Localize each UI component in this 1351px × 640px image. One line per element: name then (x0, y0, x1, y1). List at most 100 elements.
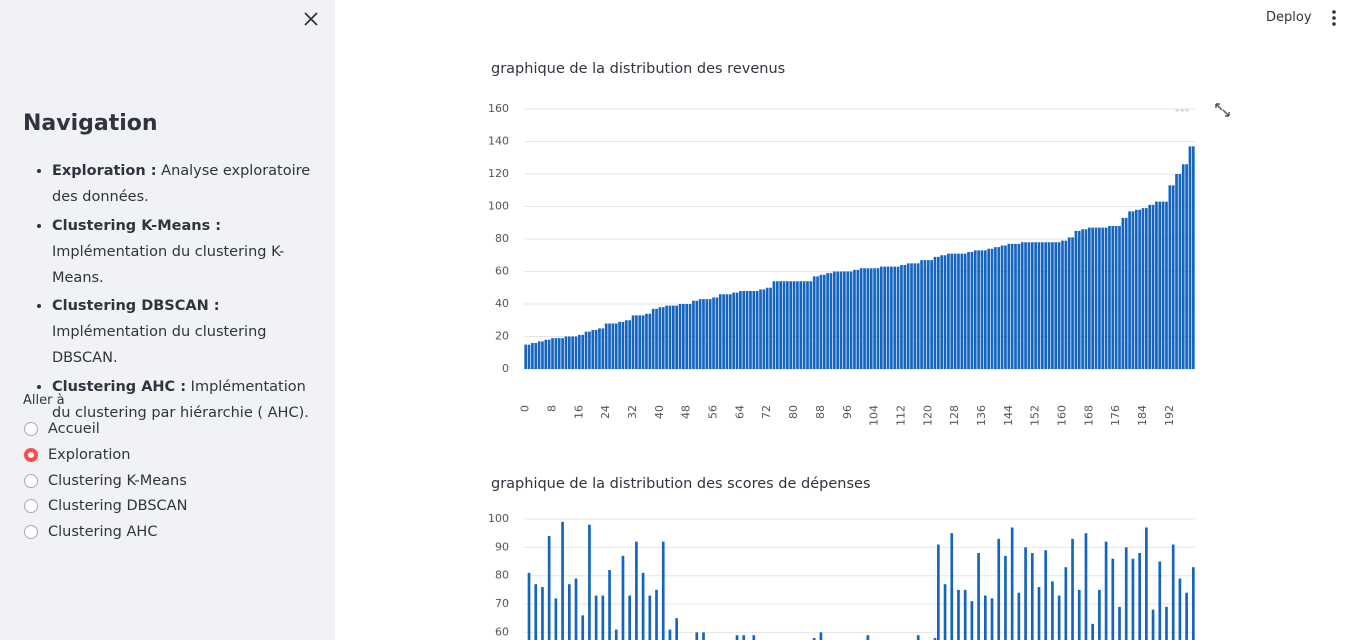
nav-list: Exploration : Analyse exploratoire des d… (24, 158, 312, 428)
bar (789, 281, 793, 369)
bar (930, 260, 933, 369)
menu-icon[interactable] (1330, 9, 1340, 27)
bar (970, 601, 974, 640)
bar (614, 629, 618, 640)
x-tick-label: 152 (1029, 405, 1042, 426)
bar (749, 291, 752, 369)
bar (1051, 581, 1054, 640)
bar (604, 323, 608, 369)
bar (702, 632, 705, 640)
bar (893, 266, 897, 369)
bar (628, 320, 632, 369)
bar (1134, 209, 1138, 369)
bar (541, 341, 544, 369)
bar (745, 291, 749, 369)
radio-option[interactable]: Exploration (24, 447, 130, 463)
bar (584, 331, 588, 369)
bar (812, 276, 816, 369)
bar (1165, 201, 1168, 369)
bar (752, 291, 756, 369)
bar (601, 328, 605, 369)
x-tick-label: 112 (894, 405, 907, 426)
radio-option[interactable]: Clustering K-Means (24, 473, 187, 489)
bar (829, 273, 833, 369)
radio-option[interactable]: Clustering DBSCAN (24, 498, 187, 514)
radio-option[interactable]: Accueil (24, 421, 100, 437)
deploy-button[interactable]: Deploy (1266, 10, 1312, 25)
bar (1024, 547, 1027, 640)
radio-text: Clustering AHC (48, 524, 158, 541)
x-tick-label: 176 (1109, 405, 1122, 426)
bar (792, 281, 796, 369)
bar (658, 307, 662, 369)
bar (1141, 208, 1145, 369)
bar (836, 271, 840, 369)
bar (873, 268, 876, 369)
bar (1151, 609, 1155, 640)
bar (665, 305, 668, 369)
y-tick-label: 140 (488, 135, 509, 148)
bar (1145, 208, 1148, 369)
bar (856, 269, 860, 369)
nav-item-title: Clustering DBSCAN : (52, 298, 220, 314)
bar (802, 281, 806, 369)
bar (571, 336, 574, 369)
bar (1094, 227, 1098, 369)
radio-label: Aller à (23, 393, 65, 408)
bar (524, 344, 528, 369)
bar (534, 584, 538, 640)
bar (937, 256, 940, 369)
y-tick-label: 60 (495, 625, 509, 638)
bar (668, 629, 672, 640)
bar (534, 343, 538, 369)
bar (819, 274, 823, 369)
x-tick-label: 168 (1082, 405, 1095, 426)
bar (983, 595, 987, 640)
bar (564, 336, 568, 369)
bar (574, 336, 578, 369)
bar (933, 256, 937, 369)
bar (973, 250, 977, 369)
bar (648, 313, 652, 369)
bar (906, 263, 910, 369)
bar (668, 305, 672, 369)
bar (1010, 243, 1014, 369)
bar (638, 315, 642, 369)
bar (628, 595, 632, 640)
bar (809, 281, 813, 369)
bar (940, 255, 944, 369)
bar (923, 260, 927, 369)
bar (1061, 240, 1064, 369)
bar (567, 336, 571, 369)
bar (547, 536, 551, 640)
bar (631, 315, 635, 369)
radio-option[interactable]: Clustering AHC (24, 524, 157, 540)
bar (1091, 623, 1095, 640)
radio-dot (24, 499, 38, 514)
close-icon[interactable] (304, 12, 318, 26)
bar (876, 268, 880, 369)
bar (675, 618, 678, 640)
nav-item: Clustering DBSCAN : Implémentation du cl… (52, 293, 312, 371)
bar (806, 281, 809, 369)
bar (886, 266, 890, 369)
bar (591, 330, 595, 369)
bar (980, 250, 984, 369)
bar (567, 584, 571, 640)
bar (963, 589, 967, 640)
x-tick-label: 72 (760, 405, 773, 419)
bar (1051, 242, 1054, 369)
bar (641, 315, 645, 369)
bar (853, 269, 856, 369)
bar (601, 595, 605, 640)
bar (581, 334, 585, 369)
bar (1128, 211, 1131, 369)
bar (732, 292, 736, 369)
bar (1104, 227, 1108, 369)
bar (1131, 558, 1135, 640)
bar (1158, 201, 1162, 369)
x-tick-label: 128 (948, 405, 961, 426)
bar (997, 247, 1001, 369)
bar (1098, 227, 1101, 369)
